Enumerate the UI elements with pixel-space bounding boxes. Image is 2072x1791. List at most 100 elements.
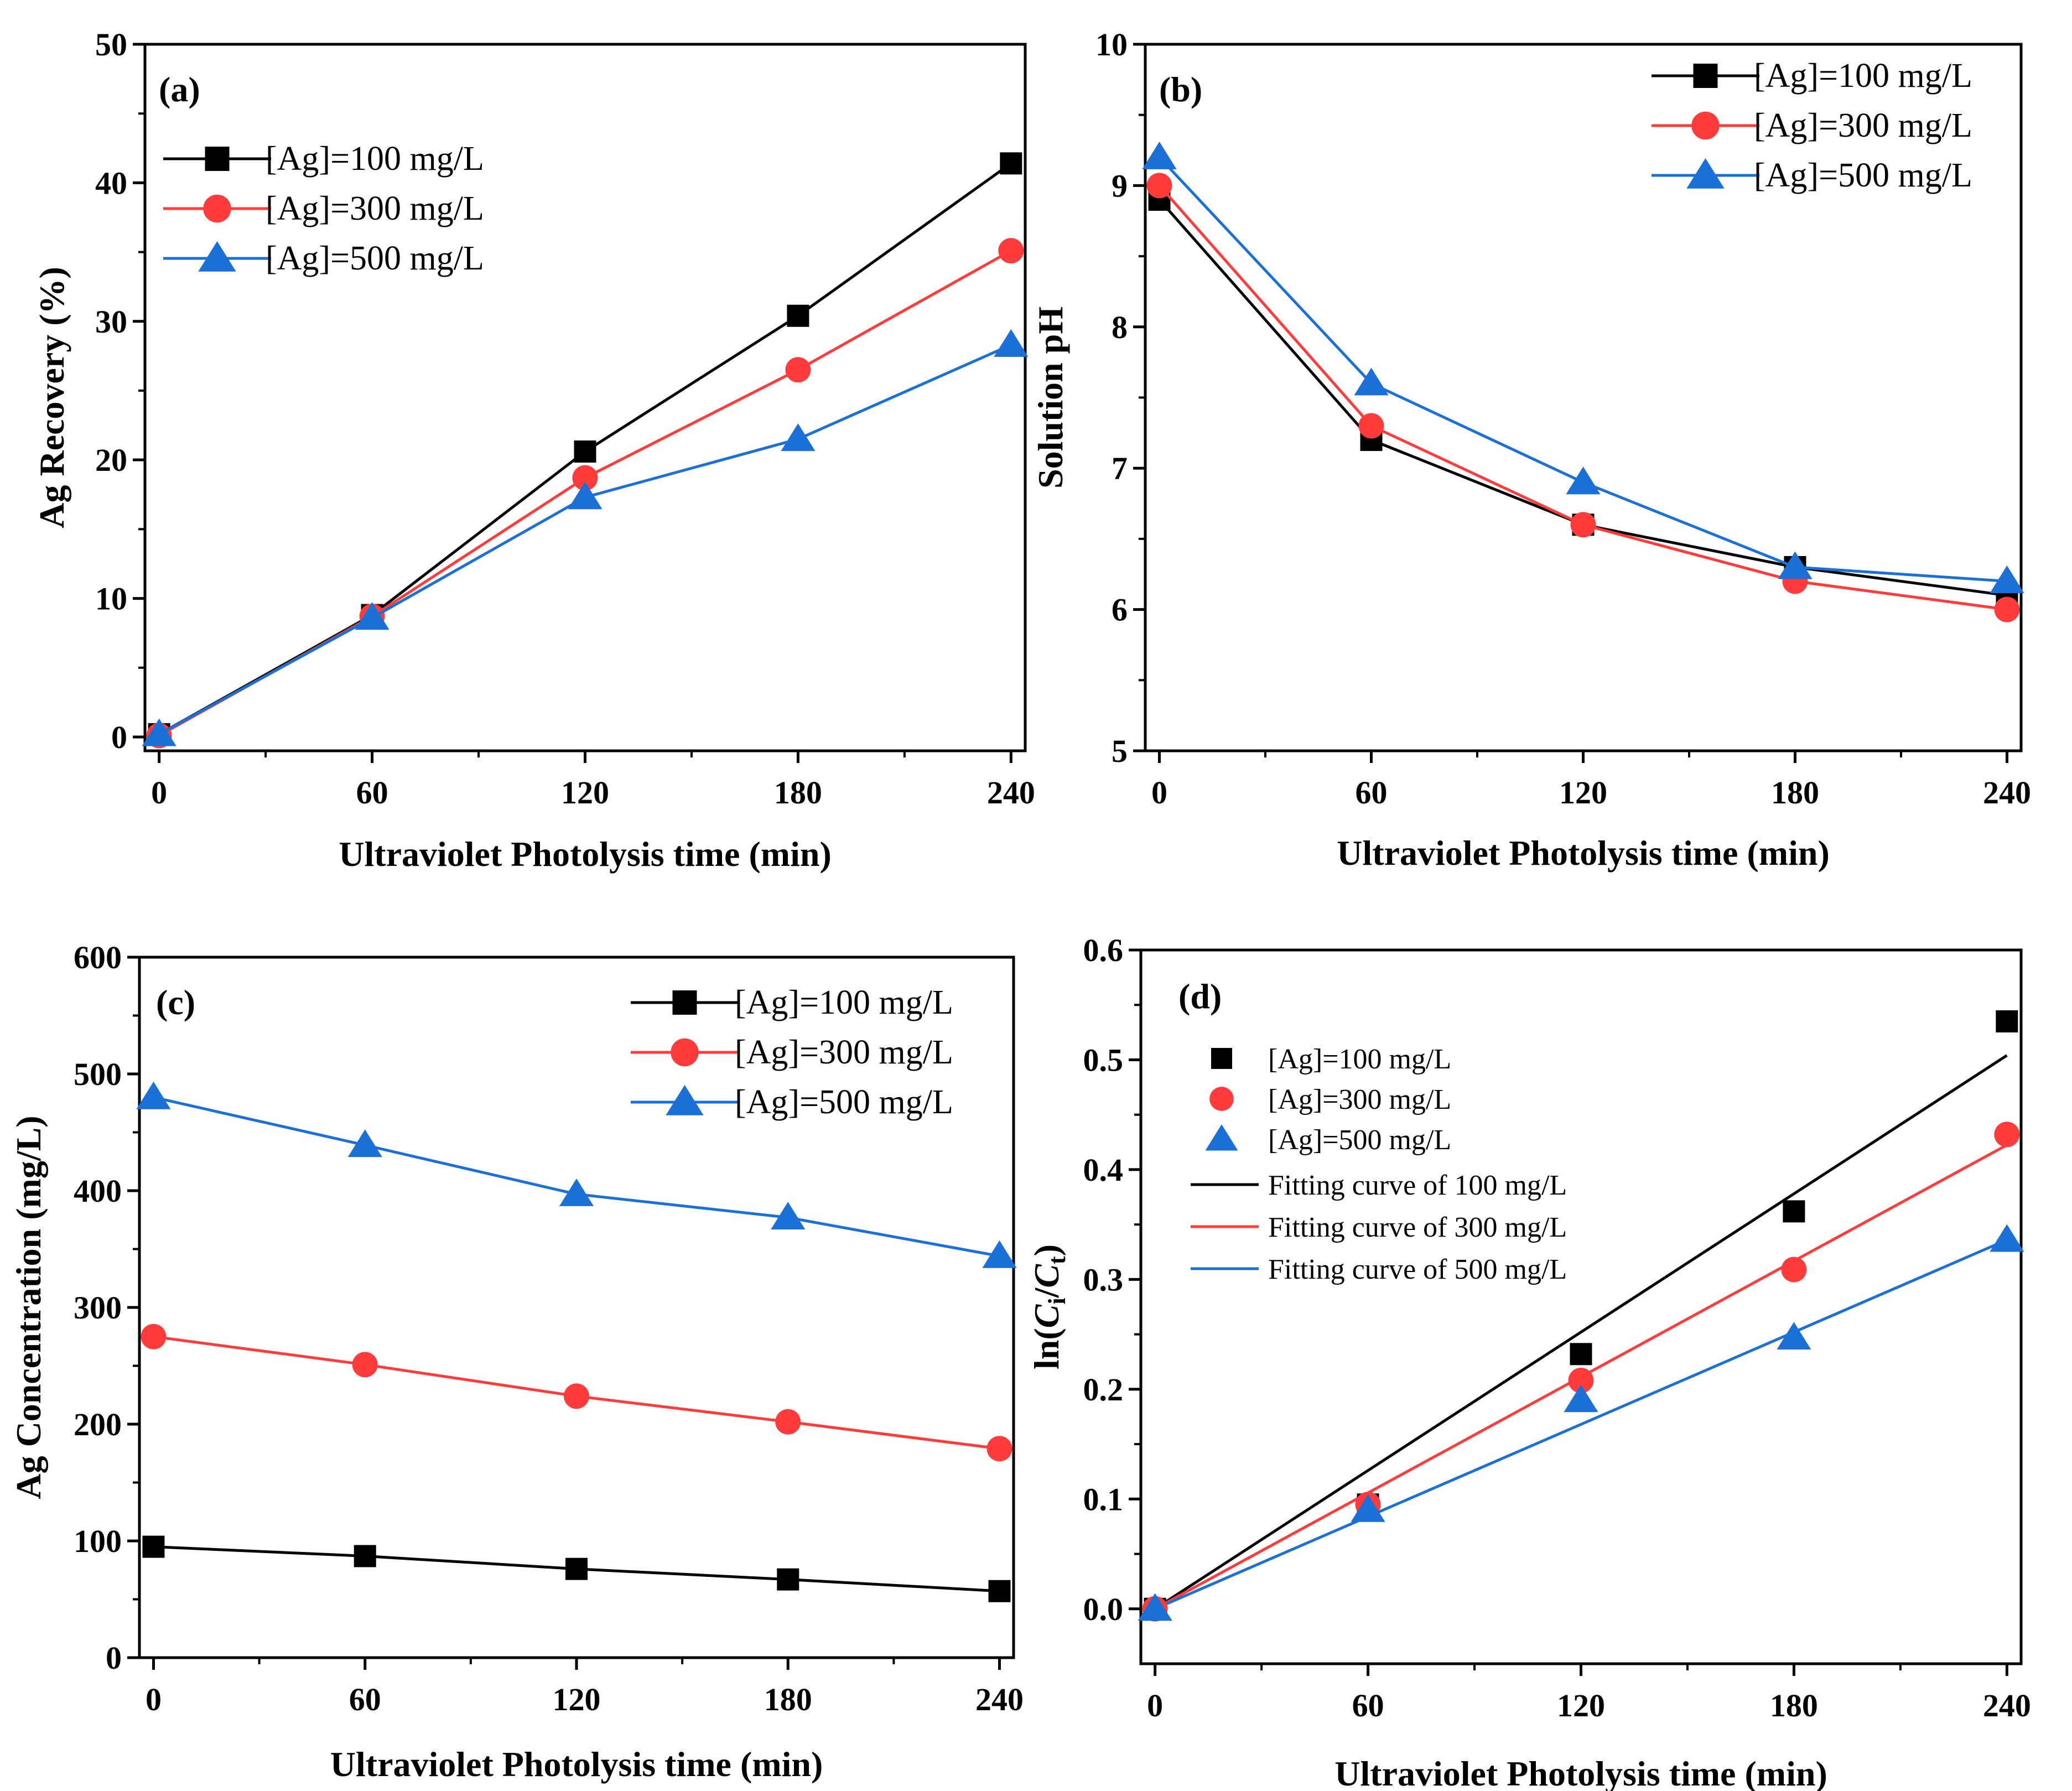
y-tick-label: 10 <box>1095 27 1128 63</box>
y-tick-label: 40 <box>95 165 127 201</box>
y-tick-label: 6 <box>1112 592 1128 628</box>
y-axis-title-part: t <box>1043 1256 1071 1264</box>
x-tick-label: 0 <box>151 775 167 811</box>
y-tick-label: 8 <box>1112 309 1128 345</box>
data-point <box>1138 1593 1172 1621</box>
series-1 <box>141 1323 1012 1462</box>
y-tick-label: 50 <box>95 27 127 63</box>
legend-label: [Ag]=300 mg/L <box>1268 1084 1451 1115</box>
data-point <box>1994 1122 2020 1148</box>
y-axis-title-part: ) <box>1027 1244 1066 1256</box>
legend: [Ag]=100 mg/L [Ag]=300 mg/L [Ag]=500 mg/L <box>631 984 953 1121</box>
x-tick-label: 120 <box>561 775 609 811</box>
x-tick-label: 180 <box>764 1681 812 1717</box>
x-tick-label: 180 <box>774 775 822 811</box>
data-point <box>998 238 1024 264</box>
x-tick-label: 180 <box>1770 1688 1818 1723</box>
legend-marker <box>1209 1087 1234 1111</box>
data-point <box>1990 1224 2024 1252</box>
legend-marker <box>1205 1124 1238 1151</box>
y-tick-label: 0.2 <box>1083 1372 1124 1408</box>
x-axis-title: Ultraviolet Photolysis time (min) <box>339 834 832 874</box>
data-point <box>986 1436 1012 1462</box>
y-tick-label: 500 <box>74 1056 122 1092</box>
data-point <box>1000 152 1022 175</box>
y-axis-title-part: ln( <box>1027 1328 1066 1369</box>
data-point <box>771 1202 806 1230</box>
y-tick-label: 0.1 <box>1083 1481 1124 1517</box>
legend-label: [Ag]=500 mg/L <box>1268 1124 1451 1156</box>
panel-label: (a) <box>159 70 200 109</box>
series-2 <box>136 1081 1017 1268</box>
data-point <box>1568 1367 1594 1393</box>
y-axis-title: Ag Recovery (%) <box>32 267 71 528</box>
x-tick-label: 240 <box>987 775 1035 811</box>
legend-marker <box>666 1084 704 1115</box>
data-point <box>775 1409 801 1435</box>
data-point <box>564 1383 589 1409</box>
y-tick-label: 0.0 <box>1083 1591 1124 1627</box>
panel-label: (c) <box>156 983 195 1022</box>
data-point <box>565 1558 588 1580</box>
x-tick-label: 60 <box>356 775 388 811</box>
data-point <box>559 1178 594 1206</box>
x-tick-label: 120 <box>553 1681 601 1717</box>
y-tick-label: 300 <box>74 1290 122 1326</box>
y-tick-label: 30 <box>95 304 127 340</box>
legend-marker <box>1211 1048 1232 1069</box>
data-point <box>1996 1010 2018 1032</box>
x-tick-label: 60 <box>349 1681 381 1717</box>
y-axis-title-part: / <box>1027 1287 1066 1298</box>
y-axis-title: Ag Concentration (mg/L) <box>9 1115 48 1499</box>
data-point <box>1570 512 1596 538</box>
legend: [Ag]=100 mg/L [Ag]=300 mg/L [Ag]=500 mg/L <box>1652 57 1972 194</box>
x-axis-title: Ultraviolet Photolysis time (min) <box>1334 1754 1827 1791</box>
chart-panel-d: 0 60 120 180 240 0.0 0.1 0.2 0.3 0.4 0.5 0.6 Ultravi… <box>1027 932 2031 1791</box>
series-line <box>1158 184 2007 611</box>
y-tick-label: 20 <box>95 442 127 478</box>
data-point <box>142 1535 165 1558</box>
y-axis-title-part: C <box>1027 1304 1066 1328</box>
y-tick-label: 200 <box>74 1406 122 1442</box>
data-point <box>347 1129 382 1157</box>
data-point <box>777 1568 799 1591</box>
series-line <box>153 1096 1000 1258</box>
legend-label: [Ag]=300 mg/L <box>1754 107 1972 144</box>
data-point <box>785 357 811 383</box>
data-point <box>568 481 603 510</box>
data-point <box>141 1323 167 1349</box>
legend-marker <box>205 147 230 171</box>
legend-label: [Ag]=300 mg/L <box>735 1034 953 1071</box>
series-2 <box>142 329 1029 746</box>
chart-panel-c: 0 60 120 180 240 0 100 200 300 400 500 600 Ultraviol… <box>9 939 1024 1784</box>
data-point <box>1778 551 1813 579</box>
data-point <box>781 423 816 451</box>
x-tick-label: 240 <box>975 1681 1024 1717</box>
plot-frame <box>1144 43 2023 752</box>
y-tick-label: 0.5 <box>1083 1042 1124 1078</box>
data-point <box>142 718 176 746</box>
series-2 <box>1142 141 2024 594</box>
legend-marker <box>1691 111 1720 140</box>
x-axis-title: Ultraviolet Photolysis time (min) <box>330 1745 823 1784</box>
y-tick-label: 0 <box>111 719 127 755</box>
data-point <box>352 1352 378 1378</box>
y-tick-label: 5 <box>1112 733 1128 769</box>
legend-label: [Ag]=100 mg/L <box>735 984 953 1021</box>
x-tick-label: 120 <box>1559 775 1607 811</box>
data-point <box>1781 1257 1807 1283</box>
data-point <box>1777 1322 1811 1350</box>
legend-label: Fitting curve of 300 mg/L <box>1268 1212 1567 1243</box>
x-axis-title: Ultraviolet Photolysis time (min) <box>1337 833 1830 873</box>
series-line <box>158 344 1012 736</box>
y-axis-title: ln(Ci/Ct) <box>1027 1244 1071 1369</box>
legend-label: [Ag]=100 mg/L <box>1268 1044 1451 1075</box>
data-point <box>354 1545 376 1567</box>
y-tick-label: 600 <box>74 939 122 975</box>
x-tick-label: 60 <box>1356 775 1388 811</box>
y-tick-label: 10 <box>95 581 127 617</box>
legend: [Ag]=100 mg/L [Ag]=300 mg/L [Ag]=500 mg/L <box>163 140 484 277</box>
legend: [Ag]=100 mg/L [Ag]=300 mg/L [Ag]=500 mg/L F… <box>1191 1044 1567 1285</box>
legend-label: [Ag]=500 mg/L <box>1754 157 1972 194</box>
